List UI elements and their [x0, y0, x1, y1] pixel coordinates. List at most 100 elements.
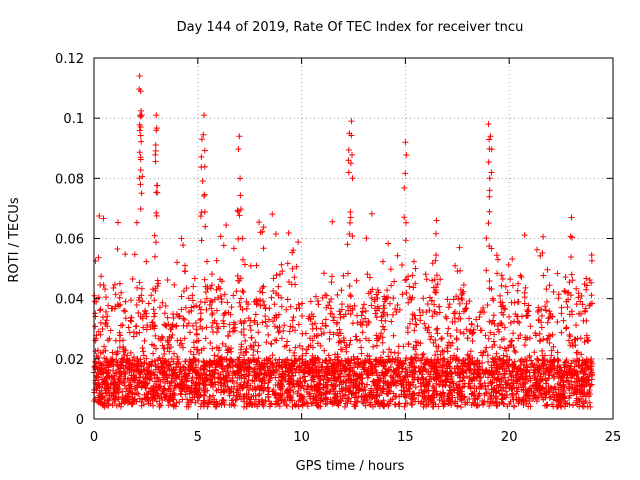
data-point: [114, 386, 121, 393]
data-point: [289, 361, 296, 368]
data-point: [466, 328, 473, 335]
data-point: [562, 288, 569, 295]
data-point: [420, 350, 427, 357]
data-point: [445, 339, 452, 346]
data-point: [153, 381, 160, 388]
data-point: [104, 313, 111, 320]
data-point: [198, 136, 205, 143]
data-point: [110, 367, 117, 374]
data-point: [403, 392, 410, 399]
data-point: [160, 391, 167, 398]
data-point: [184, 396, 191, 403]
data-point: [139, 315, 146, 322]
data-point: [92, 323, 99, 330]
data-point: [129, 276, 136, 283]
data-point: [412, 368, 419, 375]
data-point: [274, 367, 281, 374]
data-point: [301, 373, 308, 380]
data-point: [358, 344, 365, 351]
data-point: [452, 262, 459, 269]
data-point: [166, 348, 173, 355]
data-point: [459, 290, 466, 297]
data-point: [392, 369, 399, 376]
data-point: [201, 112, 208, 119]
data-point: [247, 262, 254, 269]
data-point: [409, 272, 416, 279]
data-point: [380, 385, 387, 392]
data-point: [345, 358, 352, 365]
data-point: [546, 339, 553, 346]
data-point: [356, 337, 363, 344]
data-point: [175, 359, 182, 366]
data-point: [358, 375, 365, 382]
data-point: [421, 361, 428, 368]
data-point: [402, 237, 409, 244]
data-point: [137, 88, 144, 95]
data-point: [417, 312, 424, 319]
data-point: [347, 208, 354, 215]
data-point: [377, 359, 384, 366]
data-point: [279, 268, 286, 275]
data-point: [413, 351, 420, 358]
data-point: [364, 271, 371, 278]
data-point: [446, 396, 453, 403]
data-point: [226, 401, 233, 408]
data-point: [351, 401, 358, 408]
data-point: [196, 370, 203, 377]
data-point: [143, 258, 150, 265]
data-point: [180, 242, 187, 249]
data-point: [489, 295, 496, 302]
data-point: [460, 383, 467, 390]
data-point: [330, 399, 337, 406]
data-point: [173, 323, 180, 330]
data-point: [557, 364, 564, 371]
data-point: [307, 395, 314, 402]
data-point: [208, 271, 215, 278]
data-point: [234, 207, 241, 214]
data-point: [347, 337, 354, 344]
data-point: [468, 401, 475, 408]
data-point: [521, 289, 528, 296]
data-point: [470, 326, 477, 333]
data-point: [292, 369, 299, 376]
data-point: [474, 357, 481, 364]
data-point: [137, 371, 144, 378]
data-point: [480, 370, 487, 377]
data-point: [544, 319, 551, 326]
data-point: [558, 393, 565, 400]
data-point: [561, 390, 568, 397]
data-point: [485, 121, 492, 128]
data-point: [165, 358, 172, 365]
data-point: [486, 285, 493, 292]
data-point: [454, 403, 461, 410]
data-point: [359, 309, 366, 316]
data-point: [459, 296, 466, 303]
data-point: [433, 284, 440, 291]
data-point: [133, 330, 140, 337]
data-point: [325, 352, 332, 359]
data-point: [517, 332, 524, 339]
data-point: [425, 394, 432, 401]
data-point: [255, 392, 262, 399]
data-point: [569, 339, 576, 346]
data-point: [524, 378, 531, 385]
data-point: [199, 178, 206, 185]
data-point: [450, 310, 457, 317]
data-point: [568, 370, 575, 377]
data-point: [585, 373, 592, 380]
y-tick-label: 0.06: [55, 233, 84, 248]
data-point: [348, 379, 355, 386]
data-point: [402, 277, 409, 284]
data-point: [334, 319, 341, 326]
data-point: [102, 347, 109, 354]
data-point: [355, 381, 362, 388]
data-point: [233, 288, 240, 295]
data-point: [134, 365, 141, 372]
data-point: [567, 233, 574, 240]
data-point: [373, 291, 380, 298]
data-point: [257, 288, 264, 295]
data-point: [130, 329, 137, 336]
data-point: [485, 220, 492, 227]
data-point: [150, 306, 157, 313]
data-point: [181, 316, 188, 323]
